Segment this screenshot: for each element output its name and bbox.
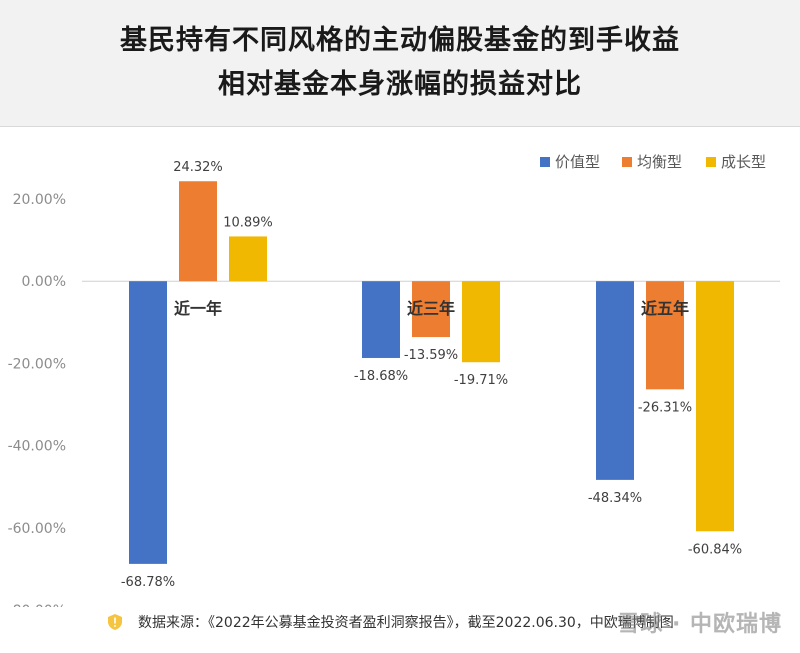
data-label: -19.71% bbox=[454, 373, 508, 388]
legend-swatch bbox=[622, 157, 632, 167]
legend-label: 价值型 bbox=[555, 153, 600, 171]
data-label: -13.59% bbox=[404, 348, 458, 363]
y-tick-label: 20.00% bbox=[13, 192, 66, 208]
bar-1-2 bbox=[362, 281, 400, 358]
category-label: 近三年 bbox=[407, 299, 455, 318]
y-tick-label: -60.00% bbox=[8, 521, 66, 537]
shield-icon bbox=[108, 614, 122, 630]
data-label: 24.32% bbox=[173, 160, 223, 175]
data-label: -18.68% bbox=[354, 369, 408, 384]
legend-label: 成长型 bbox=[721, 153, 766, 171]
data-label: -26.31% bbox=[638, 400, 692, 415]
bar-chart: 20.00% 0.00% -20.00% -40.00% -60.00% -80.00% -… bbox=[8, 153, 780, 607]
category-label: 近五年 bbox=[641, 299, 689, 318]
data-label: -48.34% bbox=[588, 491, 642, 506]
data-label: 10.89% bbox=[223, 215, 273, 230]
footer: 数据来源：《2022年公募基金投资者盈利洞察报告》，截至2022.06.30，中… bbox=[108, 610, 674, 634]
y-tick-label: 0.00% bbox=[22, 274, 66, 290]
bar-3-3 bbox=[696, 281, 734, 532]
chart-title-line-2: 相对基金本身涨幅的损益对比 bbox=[218, 69, 582, 100]
chart-title-line-1: 基民持有不同风格的主动偏股基金的到手收益 bbox=[120, 25, 680, 56]
bar-1-3 bbox=[596, 281, 634, 480]
watermark: 雪球 · 中欧瑞博 bbox=[617, 612, 782, 637]
y-tick-label: -20.00% bbox=[8, 356, 66, 372]
bar-2-2 bbox=[412, 281, 450, 338]
bar-2-1 bbox=[179, 181, 217, 282]
bar-1-1 bbox=[129, 281, 167, 564]
data-source-note: 数据来源：《2022年公募基金投资者盈利洞察报告》，截至2022.06.30，中… bbox=[138, 615, 674, 631]
y-tick-label: -80.00% bbox=[8, 603, 66, 607]
bar-3-1 bbox=[229, 236, 267, 282]
data-label: -60.84% bbox=[688, 542, 742, 557]
bar-3-2 bbox=[462, 281, 500, 363]
chart-header: 基民持有不同风格的主动偏股基金的到手收益 相对基金本身涨幅的损益对比 bbox=[0, 0, 800, 127]
legend-swatch bbox=[706, 157, 716, 167]
data-label: -68.78% bbox=[121, 575, 175, 590]
legend-label: 均衡型 bbox=[637, 153, 682, 171]
category-label: 近一年 bbox=[174, 299, 222, 318]
bar-2-3 bbox=[646, 281, 684, 390]
y-tick-label: -40.00% bbox=[8, 439, 66, 455]
legend-swatch bbox=[540, 157, 550, 167]
